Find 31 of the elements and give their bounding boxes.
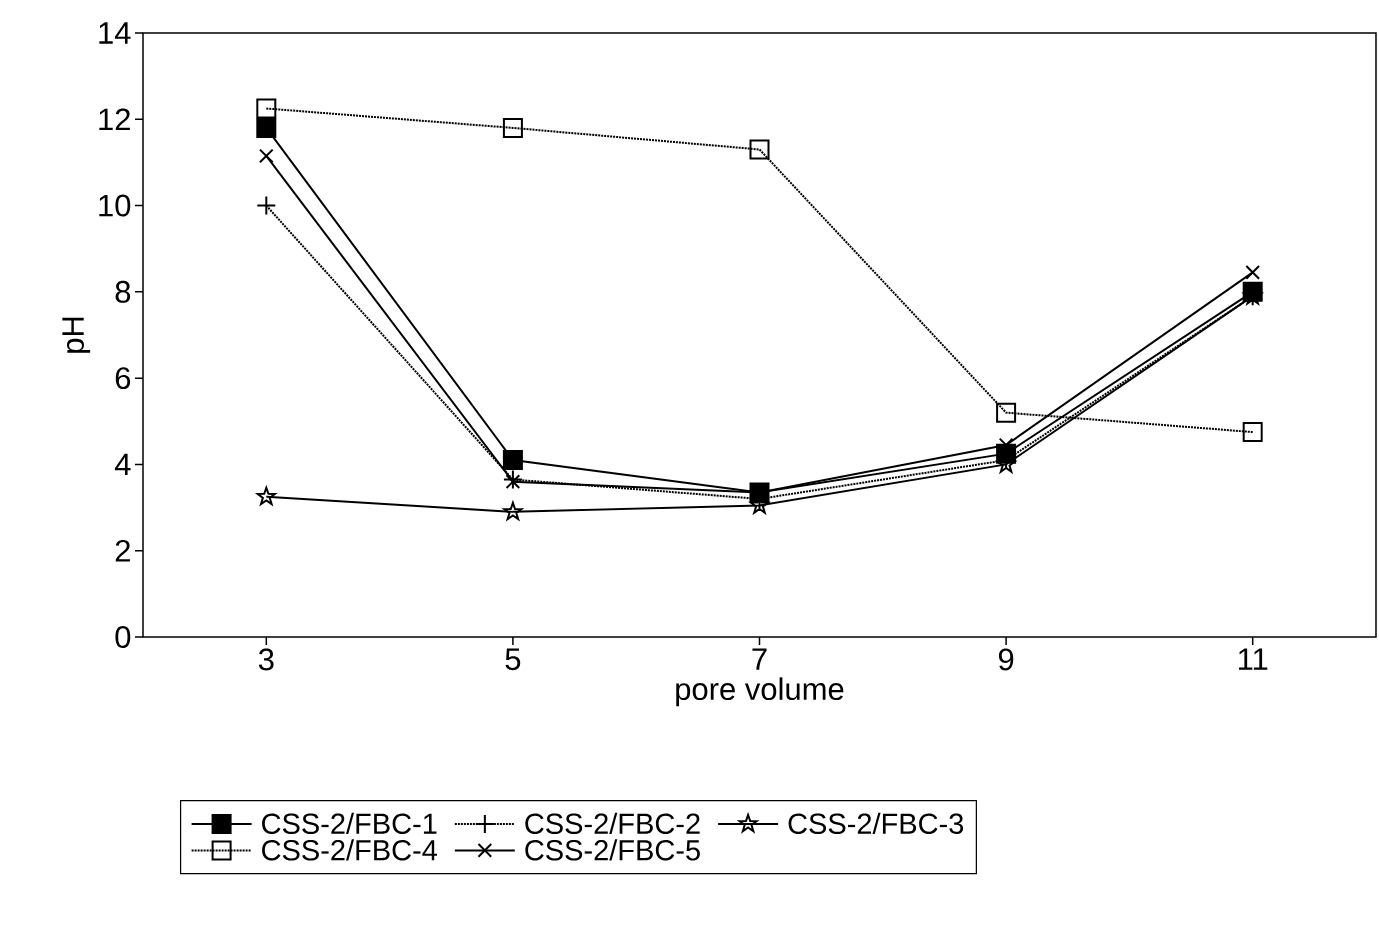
x-tick-label: 5 (505, 648, 521, 671)
point (1242, 422, 1263, 443)
x-tick-label: 9 (998, 648, 1014, 671)
y-tick-label: 10 (99, 194, 131, 217)
point (256, 486, 276, 506)
legend-label: CSS-2/FBC-3 (788, 812, 964, 834)
legend-label: CSS-2/FBC-1 (262, 812, 437, 834)
y-axis-title: pH (62, 317, 91, 353)
point (256, 98, 277, 119)
point (502, 117, 523, 138)
y-tick-label: 4 (114, 453, 131, 476)
legend-label: CSS-2/FBC-2 (525, 812, 700, 834)
y-tick-label: 0 (115, 626, 131, 648)
point (256, 117, 277, 138)
x-axis-title: pore volume (676, 677, 844, 707)
y-tick-label: 6 (115, 367, 131, 390)
y-tick-label: 8 (115, 280, 131, 303)
legend-label: CSS-2/FBC-5 (525, 839, 700, 861)
point (749, 139, 770, 160)
point (505, 474, 521, 490)
y-tick-label: 2 (115, 539, 130, 562)
y-tick-label: 12 (99, 108, 130, 131)
legend-label: CSS-2/FBC-4 (262, 839, 437, 861)
x-tick-label: 7 (752, 648, 767, 670)
x-tick-label: 3 (258, 648, 274, 671)
point (502, 450, 523, 471)
x-tick-label: 11 (1238, 648, 1268, 670)
point (258, 148, 274, 164)
point (996, 402, 1017, 423)
y-tick-label: 14 (99, 22, 131, 44)
point (1245, 265, 1261, 280)
